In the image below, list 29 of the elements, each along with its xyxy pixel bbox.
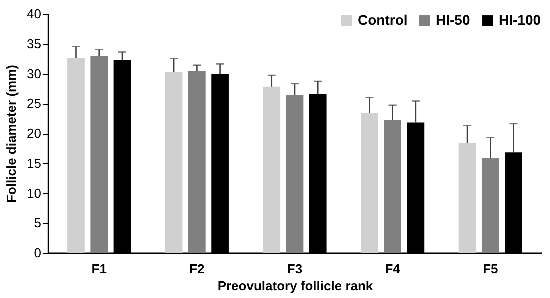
x-tick-label: F1 [92, 262, 107, 276]
y-tick-label: 35 [27, 36, 42, 52]
bar [361, 113, 378, 253]
x-tick-label: F2 [190, 262, 205, 276]
bar [458, 143, 476, 253]
bar [68, 58, 85, 253]
bar [165, 72, 183, 253]
legend-label: HI-50 [436, 12, 470, 28]
legend-label: HI-100 [499, 12, 542, 28]
x-tick-label: F5 [483, 262, 498, 276]
y-tick-label: 30 [27, 66, 42, 82]
x-tick-label: F4 [385, 262, 402, 276]
y-tick-label: 15 [27, 156, 42, 171]
y-tick-label: 25 [27, 96, 42, 112]
x-tick-label: F3 [287, 262, 303, 276]
y-tick-label: 20 [27, 126, 42, 141]
bar [263, 86, 281, 253]
bar [482, 158, 500, 253]
bar [188, 71, 206, 253]
y-axis-title: Follicle diameter (mm) [4, 65, 20, 203]
x-axis-title: Preovulatory follicle rank [218, 278, 374, 294]
y-tick-label: 5 [34, 216, 42, 231]
bar [384, 120, 402, 253]
y-tick-label: 40 [27, 6, 42, 22]
y-tick-label: 10 [27, 186, 42, 201]
bar [90, 56, 108, 253]
y-tick-label: 0 [34, 246, 42, 260]
legend-label: Control [358, 12, 408, 28]
bar [286, 95, 304, 253]
